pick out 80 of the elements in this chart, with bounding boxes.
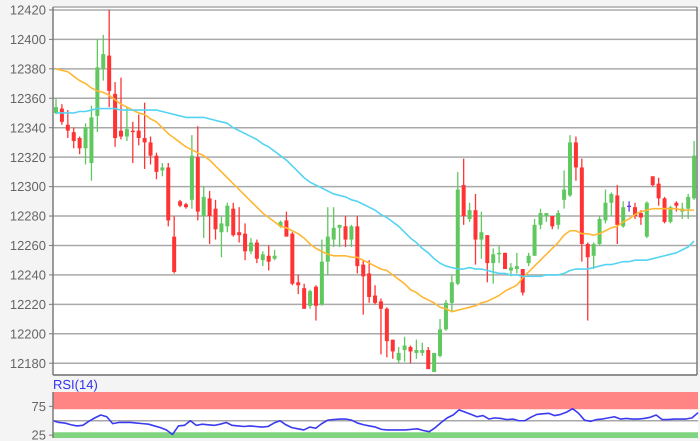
candlestick [237,206,242,244]
chart-title: RSI(14) [53,377,98,392]
candlestick [497,244,502,264]
candlestick [668,205,672,224]
y-tick-label: 12380 [10,61,46,76]
y-tick-label: 12360 [10,90,46,106]
candlestick [526,252,531,267]
candlestick [586,242,590,322]
candlestick [344,215,348,248]
candlestick [260,250,265,267]
y-tick-label: 12280 [10,208,46,224]
y-tick-label: 25 [32,428,46,441]
y-tick-label: 12320 [10,150,46,165]
candlestick [338,224,342,248]
candlestick [538,208,542,230]
candlestick [101,34,106,82]
candlestick [160,162,164,177]
candlestick [214,199,218,240]
candlestick [562,170,566,210]
candlestick [367,260,372,304]
y-tick-label: 12240 [10,268,46,283]
candlestick [468,202,472,223]
candlestick [402,336,407,362]
candlestick [349,224,354,248]
candlestick [308,288,312,310]
candlestick [378,298,383,356]
line-series [52,408,699,436]
candlestick [243,222,248,261]
y-tick-label: 12340 [10,120,46,136]
line-series [55,68,695,313]
candlestick [118,77,123,140]
y-tick-label: 12260 [10,238,46,254]
candlestick [54,98,58,116]
candlestick [686,193,690,220]
candlestick [556,209,560,230]
candlestick [662,196,667,224]
candlestick [373,284,378,305]
y-tick-label: 12400 [10,32,46,47]
candlestick [514,252,519,274]
candlestick [408,344,412,364]
candlestick [603,188,608,224]
candlestick [450,274,454,312]
candlestick [414,339,418,360]
candlestick [550,215,554,230]
candlestick [84,122,88,166]
candlestick [72,127,76,149]
candlestick [202,186,206,239]
candlestick [219,215,224,258]
y-tick-label: 12180 [10,356,46,371]
candlestick [479,210,484,260]
candlestick [302,283,306,310]
candlestick [154,152,158,180]
candlestick [142,102,147,170]
candlestick [124,106,129,142]
candlestick [248,237,253,255]
candlestick [148,136,153,166]
candlestick [609,192,614,217]
candlestick [508,262,513,278]
candlestick [627,200,632,212]
candlestick [390,339,395,360]
candlestick [638,209,643,226]
candlestick [225,202,230,233]
y-tick-label: 12220 [10,296,46,312]
candlestick [66,109,70,139]
candlestick [208,190,212,245]
candlestick [78,136,82,155]
candlestick [314,284,318,322]
candlestick [396,346,401,364]
candlestick [426,346,430,370]
y-tick-label: 12200 [10,326,46,342]
y-tick-label: 12300 [10,179,46,194]
y-tick-label: 75 [32,398,46,414]
candlestick [420,342,424,357]
candlestick [254,238,259,264]
candlestick [592,242,596,270]
candlestick [266,244,271,272]
y-tick-label: 12420 [10,2,46,18]
candlestick [621,200,626,228]
candlestick [491,248,496,284]
candlestick [656,177,661,206]
